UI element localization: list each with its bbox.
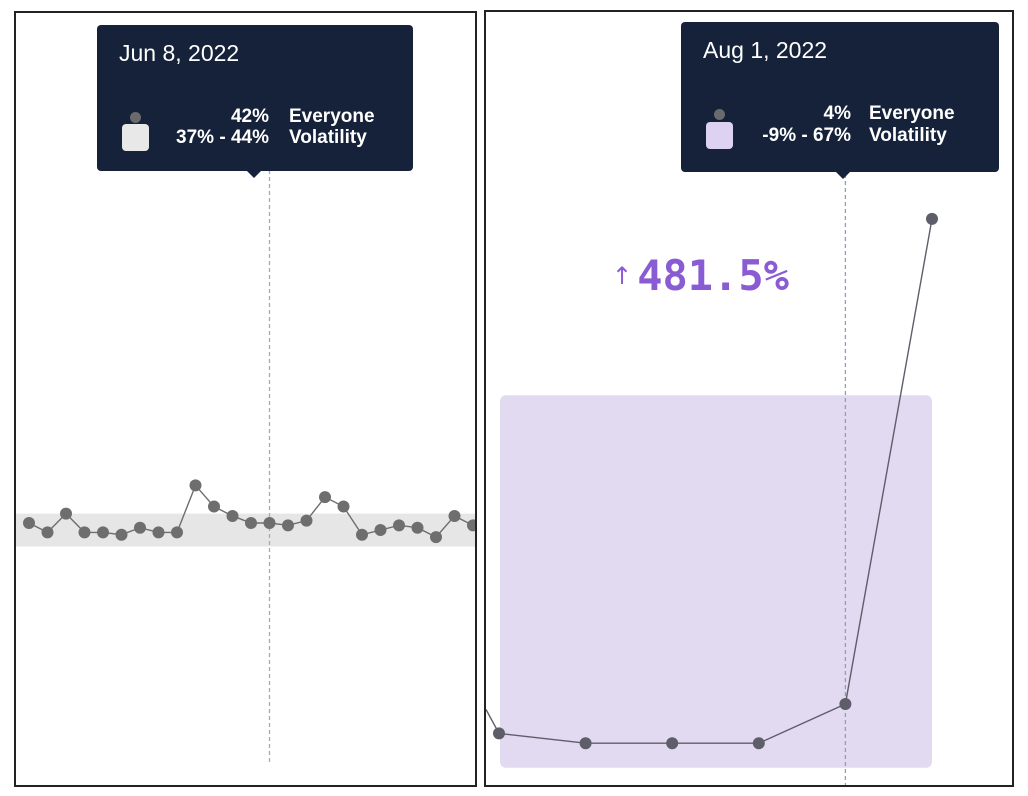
data-point	[752, 737, 765, 750]
tooltip-pointer	[836, 172, 850, 179]
tooltip-pointer	[247, 171, 261, 178]
volatility-swatch-icon	[706, 122, 733, 149]
tooltip-row-volatility: -9% - 67%	[737, 123, 851, 149]
volatility-swatch-icon	[122, 124, 149, 151]
data-point	[467, 519, 475, 532]
tooltip-row-everyone: 4%	[733, 101, 851, 127]
everyone-value: 4%	[823, 103, 851, 124]
everyone-value: 42%	[230, 106, 269, 127]
data-point	[493, 727, 505, 740]
change-percent: 481.5%	[637, 251, 789, 300]
data-point	[579, 737, 592, 750]
data-point	[78, 526, 91, 539]
tooltip-row-volatility: 37% - 44%	[153, 125, 269, 151]
data-point	[152, 526, 165, 539]
chart-panel-right: Aug 1, 2022 4% Everyone -9% - 67% Volati…	[484, 10, 1014, 787]
data-point	[356, 528, 368, 541]
data-point	[282, 519, 294, 532]
volatility-value: 37% - 44%	[176, 127, 269, 148]
volatility-value: -9% - 67%	[762, 125, 851, 146]
chart-panel-left: Jun 8, 2022 42% Everyone 37% - 44% Volat…	[14, 11, 477, 787]
data-point	[448, 509, 461, 522]
volatility-label: Volatility	[289, 127, 367, 148]
data-point	[171, 526, 183, 539]
tooltip-row-everyone: 42%	[149, 104, 269, 130]
line-chart-right	[486, 174, 938, 785]
tooltip-date: Jun 8, 2022	[119, 40, 240, 66]
data-point	[926, 212, 938, 225]
tooltip-date: Aug 1, 2022	[703, 37, 828, 63]
data-point	[245, 517, 257, 529]
data-point	[60, 507, 72, 520]
tooltip-left: Jun 8, 2022 42% Everyone 37% - 44% Volat…	[97, 25, 413, 178]
data-point	[666, 737, 679, 750]
volatility-label: Volatility	[869, 125, 947, 146]
data-point	[430, 531, 442, 544]
data-point	[839, 698, 852, 710]
volatility-band	[500, 395, 932, 768]
line-chart-left	[16, 163, 475, 763]
data-point	[134, 521, 146, 534]
data-point	[208, 500, 220, 513]
everyone-line	[498, 218, 933, 744]
everyone-dot-icon	[130, 112, 141, 123]
everyone-label: Everyone	[869, 103, 955, 124]
data-point	[189, 479, 202, 492]
data-point	[263, 517, 276, 529]
data-point	[41, 526, 54, 539]
data-point	[319, 491, 331, 504]
data-point	[337, 500, 350, 513]
data-point	[115, 528, 128, 541]
up-arrow-icon: ↑	[612, 262, 633, 290]
change-annotation: ↑ 481.5%	[612, 251, 789, 300]
data-point	[393, 519, 405, 532]
data-point	[374, 524, 387, 537]
data-point	[23, 517, 35, 529]
tooltip-right: Aug 1, 2022 4% Everyone -9% - 67% Volati…	[681, 22, 999, 179]
everyone-label: Everyone	[289, 106, 375, 127]
data-point	[411, 521, 424, 534]
data-point	[300, 514, 313, 527]
data-point	[226, 509, 239, 522]
everyone-dot-icon	[714, 109, 725, 120]
data-point	[97, 526, 109, 539]
